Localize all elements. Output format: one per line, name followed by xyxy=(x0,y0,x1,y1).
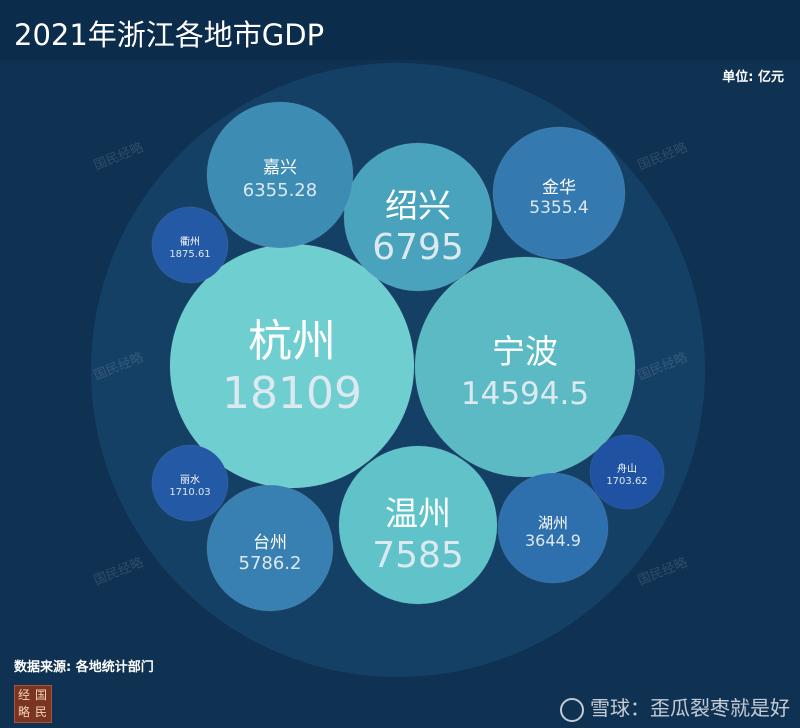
bubble-mark: 宁波 14594.5 xyxy=(414,256,636,478)
bubble-circle xyxy=(206,484,334,612)
bubble-city-label: 嘉兴 xyxy=(263,158,297,178)
bubble-circle xyxy=(497,472,609,584)
bubble-city-label: 金华 xyxy=(542,178,576,198)
bubble-city-label: 丽水 xyxy=(180,474,200,486)
logo-char: 国 xyxy=(35,688,48,702)
bubble-city-label: 台州 xyxy=(253,533,287,553)
snowball-icon xyxy=(560,697,584,722)
bubble-group: 杭州18109宁波14594.5温州7585绍兴6795嘉兴6355.28台州5… xyxy=(151,101,665,612)
bubble-value-label: 18109 xyxy=(222,368,362,419)
bubble-circle xyxy=(414,256,636,478)
bubble-circle xyxy=(151,206,229,284)
bubble-circle xyxy=(589,434,665,510)
bubble-circle xyxy=(492,126,626,260)
watermark-text: 国民经略 xyxy=(92,139,146,173)
bubble-circle xyxy=(206,101,354,249)
bubble-city-label: 绍兴 xyxy=(385,186,451,225)
bubble-circle xyxy=(151,444,229,522)
watermark-text: 国民经略 xyxy=(92,554,146,588)
bubble-value-label: 1710.03 xyxy=(169,487,210,498)
watermark-text: 国民经略 xyxy=(636,554,690,588)
bubble-city-label: 温州 xyxy=(385,494,451,533)
bubble-city-label: 舟山 xyxy=(617,462,637,475)
bubble-value-label: 7585 xyxy=(372,535,464,576)
bubble-circle xyxy=(343,142,493,292)
logo-icon: 经 国 略 民 xyxy=(14,685,52,723)
bubble-city-label: 湖州 xyxy=(538,514,568,532)
bubble-value-label: 6355.28 xyxy=(243,180,317,201)
footer-watermark: 雪球：歪瓜裂枣就是好 xyxy=(560,692,790,722)
logo-char: 民 xyxy=(35,705,48,719)
bubble-value-label: 1875.61 xyxy=(169,249,210,260)
logo-char: 略 xyxy=(18,705,31,719)
chart-title: 2021年浙江各地市GDP xyxy=(14,18,325,52)
bubble-value-label: 5786.2 xyxy=(239,553,302,574)
bubble-city-label: 宁波 xyxy=(492,332,558,371)
bubble-city-label: 杭州 xyxy=(248,316,336,367)
watermark-text: 国民经略 xyxy=(636,139,690,173)
bubble-value-label: 6795 xyxy=(372,227,464,268)
header-bar xyxy=(0,0,800,60)
footer-watermark-text: 雪球：歪瓜裂枣就是好 xyxy=(590,696,790,720)
bubble-circle xyxy=(338,445,498,605)
bubble-city-label: 衢州 xyxy=(180,236,200,248)
bubble-value-label: 3644.9 xyxy=(525,531,581,550)
source-label: 数据来源: 各地统计部门 xyxy=(14,660,154,675)
bubble-value-label: 5355.4 xyxy=(529,198,588,218)
bubble-value-label: 1703.62 xyxy=(606,476,647,487)
logo-char: 经 xyxy=(18,688,31,702)
unit-label: 单位: 亿元 xyxy=(722,70,784,85)
bubble-value-label: 14594.5 xyxy=(461,376,589,412)
